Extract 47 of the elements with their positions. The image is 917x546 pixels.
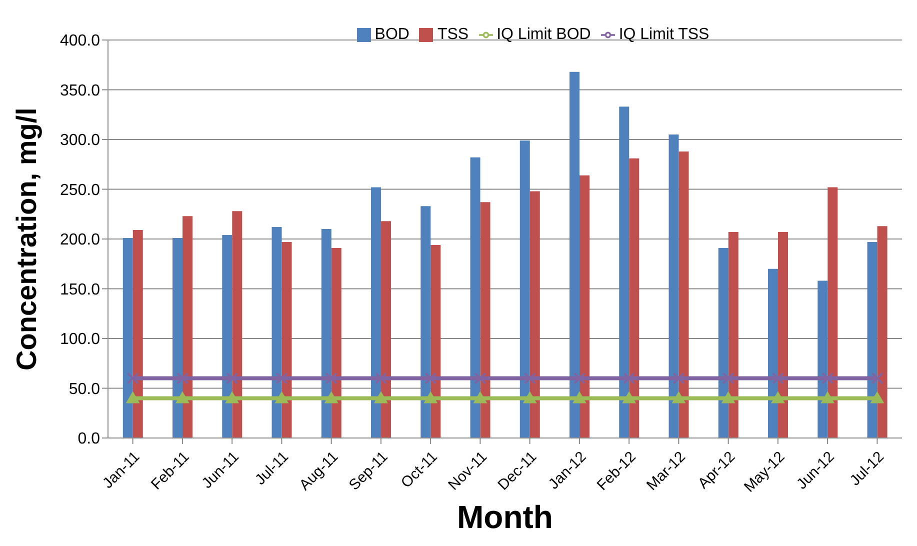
bar [580,175,590,438]
bar [728,232,738,438]
bar [420,206,431,438]
legend-label: BOD [374,26,410,43]
bar [629,158,640,438]
bar [172,238,183,438]
bar [668,134,679,438]
bar [321,229,332,438]
y-axis-title: Concentration, mg/l [10,108,42,370]
y-tick-label: 100.0 [60,331,100,348]
legend-label: IQ Limit TSS [618,26,710,43]
bar [371,187,382,438]
bar [520,140,530,438]
bar [530,191,540,438]
y-tick-label: 0.0 [78,430,100,448]
bar [570,72,580,438]
legend-label: TSS [437,26,469,43]
y-tick-label: 300.0 [60,132,100,150]
bar [282,242,292,438]
bar [381,221,392,438]
bar [272,227,282,438]
legend-label: IQ Limit BOD [496,26,591,43]
bar [619,106,630,438]
bar [828,187,838,438]
bar [867,242,878,438]
bar [718,248,728,438]
bar [232,211,242,438]
y-tick-label: 200.0 [60,232,100,249]
bar [132,230,143,438]
bar [470,157,480,438]
y-tick-label: 350.0 [60,82,100,100]
bar [818,280,828,438]
bar [331,248,342,438]
bar [877,226,888,438]
bar [768,268,778,438]
y-tick-label: 150.0 [60,281,100,298]
y-tick-label: 400.0 [60,32,100,50]
y-tick-label: 250.0 [60,182,100,199]
bar [222,235,232,438]
bar [480,202,490,438]
bar [430,244,441,438]
bar [778,232,788,438]
x-axis-title: Month [457,499,553,535]
bar [182,216,193,438]
bar [678,151,689,438]
y-tick-label: 50.0 [68,380,100,398]
bar [122,238,133,438]
